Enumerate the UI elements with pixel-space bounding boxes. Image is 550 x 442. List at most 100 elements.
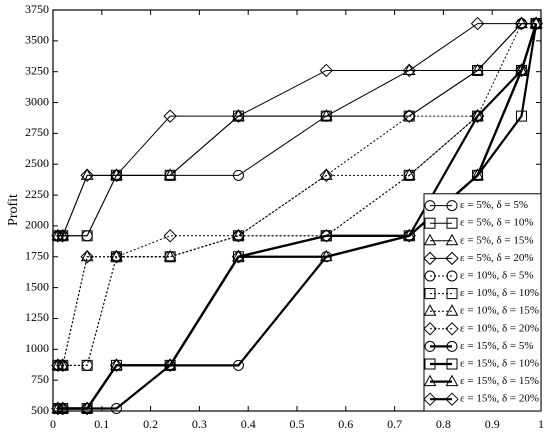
legend-label: ε = 10%, δ = 10% — [460, 287, 539, 299]
marker — [80, 249, 94, 262]
x-tick-label: 0.7 — [387, 417, 402, 431]
marker — [424, 340, 436, 352]
marker — [231, 229, 246, 243]
marker — [402, 63, 416, 75]
x-tick-label: 0.4 — [241, 417, 256, 431]
x-tick-label: 0.2 — [143, 417, 158, 431]
y-tick-label: 750 — [31, 372, 49, 386]
x-tick-label: 0.6 — [338, 417, 353, 431]
marker — [81, 230, 93, 242]
marker — [471, 109, 484, 121]
marker — [424, 288, 436, 300]
marker — [80, 168, 94, 180]
legend-label: ε = 10%, δ = 20% — [460, 322, 539, 334]
marker — [80, 168, 94, 183]
marker — [470, 16, 485, 31]
y-tick-label: 3000 — [25, 94, 49, 108]
marker — [319, 109, 333, 121]
legend-label: ε = 10%, δ = 15% — [460, 305, 539, 317]
marker — [80, 250, 94, 264]
marker — [56, 229, 70, 243]
y-tick-label: 500 — [31, 403, 49, 417]
legend-label: ε = 5%, δ = 15% — [460, 234, 534, 246]
legend-label: ε = 15%, δ = 20% — [460, 393, 539, 405]
y-tick-label: 3250 — [25, 63, 49, 77]
y-tick-label: 2000 — [25, 218, 49, 232]
y-tick-label: 3500 — [25, 33, 49, 47]
legend-box — [423, 193, 542, 412]
marker — [319, 229, 333, 243]
marker — [402, 229, 416, 243]
marker — [471, 63, 484, 75]
x-tick-label: 0.9 — [485, 417, 500, 431]
marker — [110, 403, 122, 415]
marker — [424, 200, 436, 212]
legend-label: ε = 5%, δ = 20% — [460, 252, 534, 264]
marker — [402, 109, 416, 123]
legend-label: ε = 5%, δ = 10% — [460, 217, 534, 229]
marker — [109, 168, 124, 183]
marker — [423, 251, 437, 266]
marker — [56, 358, 70, 373]
series-line — [57, 23, 538, 410]
marker — [109, 358, 124, 373]
y-tick-label: 3750 — [25, 2, 49, 16]
marker — [423, 392, 437, 406]
x-tick-label: 1 — [538, 417, 544, 431]
marker — [446, 340, 458, 352]
marker — [423, 304, 437, 316]
marker — [424, 217, 436, 229]
marker — [81, 359, 93, 371]
marker — [163, 229, 177, 243]
marker — [80, 401, 94, 416]
marker — [445, 304, 459, 316]
marker — [402, 63, 416, 78]
legend-label: ε = 15%, δ = 10% — [460, 358, 539, 370]
series-line — [57, 23, 537, 237]
marker — [515, 110, 527, 122]
marker — [446, 217, 458, 229]
marker — [445, 374, 459, 387]
marker — [529, 16, 543, 29]
marker — [402, 168, 416, 180]
legend: ε = 5%, δ = 5% ε = 5%, δ = 10% ε = 5%, δ =… — [423, 193, 542, 412]
x-tick-label: 0.8 — [436, 417, 451, 431]
x-tick-label: 0.3 — [192, 417, 207, 431]
marker — [514, 63, 529, 78]
y-tick-label: 1500 — [25, 279, 49, 293]
y-tick-label: 2500 — [25, 156, 49, 170]
marker — [446, 270, 458, 282]
x-tick-label: 0 — [50, 417, 56, 431]
marker — [110, 168, 123, 180]
marker — [51, 358, 65, 373]
marker — [445, 322, 459, 336]
marker — [319, 168, 333, 183]
marker — [319, 168, 333, 180]
marker — [515, 16, 528, 29]
marker — [319, 63, 333, 78]
marker — [514, 16, 529, 31]
marker — [232, 228, 245, 241]
y-tick-label: 2750 — [25, 125, 49, 139]
x-tick-label: 0.5 — [290, 417, 305, 431]
marker — [529, 16, 543, 31]
marker — [232, 169, 244, 181]
marker — [446, 358, 458, 370]
marker — [445, 251, 459, 266]
marker — [423, 322, 437, 336]
marker — [56, 228, 70, 241]
marker — [424, 358, 436, 370]
marker — [163, 358, 177, 373]
marker — [423, 374, 437, 387]
y-tick-label: 2250 — [25, 187, 49, 201]
legend-label: ε = 15%, δ = 15% — [460, 375, 539, 387]
marker — [231, 250, 246, 264]
marker — [446, 288, 458, 300]
legend-label: ε = 5%, δ = 5% — [460, 199, 528, 211]
y-tick-label: 1250 — [25, 310, 49, 324]
marker — [471, 168, 484, 180]
marker — [56, 401, 70, 416]
marker — [231, 109, 246, 123]
marker — [319, 249, 333, 262]
